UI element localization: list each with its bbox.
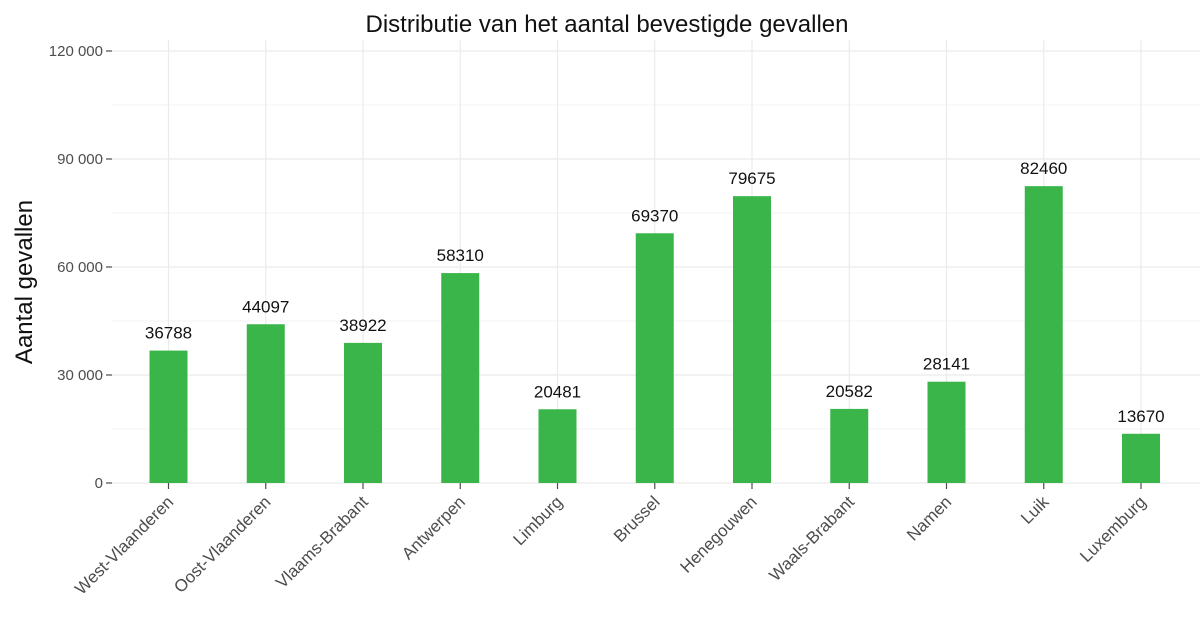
data-label: 69370 <box>631 206 678 225</box>
bar <box>635 233 674 483</box>
data-label: 58310 <box>437 246 484 265</box>
data-label: 13670 <box>1117 407 1164 426</box>
bar <box>733 196 771 484</box>
y-tick-label: 0 <box>95 475 103 492</box>
x-tick-label: Brussel <box>610 492 664 546</box>
data-label: 82460 <box>1020 159 1067 178</box>
x-tick-label: Henegouwen <box>677 492 761 576</box>
bar <box>344 342 382 483</box>
bar <box>149 350 188 483</box>
y-tick-label: 120 000 <box>49 43 103 60</box>
data-labels: 36788 44097 38922 58310 20481 69370 79675 20582… <box>145 159 1165 426</box>
data-label: 20481 <box>534 382 581 401</box>
x-tick-label: Antwerpen <box>398 492 469 563</box>
x-tick-label: Luxemburg <box>1076 492 1150 566</box>
y-axis-label: Aantal gevallen <box>11 200 38 364</box>
x-axis: West-VlaanderenOost-VlaanderenVlaams-Bra… <box>71 483 1150 598</box>
data-label: 38922 <box>339 316 386 335</box>
y-tick-label: 30 000 <box>57 367 103 384</box>
y-axis: 0 30 000 60 000 90 000 120 000 <box>49 43 112 492</box>
x-tick-label: Waals-Brabant <box>766 492 859 585</box>
x-tick-label: Luik <box>1017 492 1053 528</box>
x-tick-label: Limburg <box>509 492 566 549</box>
bar <box>246 324 285 483</box>
bars <box>149 186 1160 484</box>
x-tick-label: West-Vlaanderen <box>71 492 177 598</box>
bar <box>1024 186 1063 484</box>
x-tick-label: Namen <box>903 492 955 544</box>
chart-title: Distributie van het aantal bevestigde ge… <box>366 11 849 38</box>
x-tick-label: Oost-Vlaanderen <box>170 492 274 596</box>
x-tick-label: Vlaams-Brabant <box>272 492 372 592</box>
data-label: 44097 <box>242 297 289 316</box>
bar <box>927 381 966 483</box>
y-tick-label: 90 000 <box>57 151 103 168</box>
data-label: 79675 <box>728 169 775 188</box>
y-tick-label: 60 000 <box>57 259 103 276</box>
bar <box>1122 433 1160 483</box>
bar <box>538 409 577 483</box>
data-label: 36788 <box>145 324 192 343</box>
data-label: 28141 <box>923 355 970 374</box>
bar <box>441 273 480 483</box>
bar <box>830 408 869 483</box>
data-label: 20582 <box>826 382 873 401</box>
